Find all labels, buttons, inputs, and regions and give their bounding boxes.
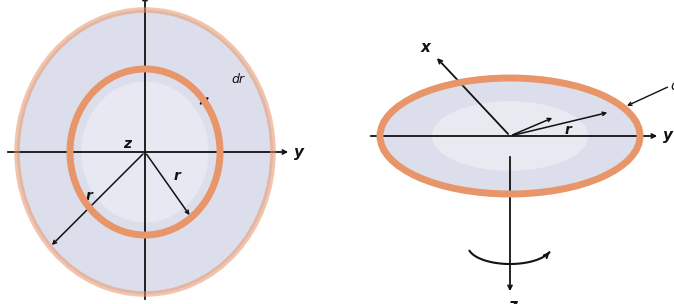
Ellipse shape <box>17 10 273 294</box>
Text: r: r <box>174 169 181 183</box>
Text: r: r <box>86 188 93 202</box>
Ellipse shape <box>380 78 640 194</box>
Text: dm: dm <box>670 79 674 93</box>
Text: y: y <box>294 144 304 160</box>
Text: y: y <box>663 129 673 143</box>
Text: x: x <box>421 40 431 56</box>
Ellipse shape <box>82 81 209 223</box>
Text: z: z <box>123 137 131 151</box>
Text: r: r <box>565 123 572 137</box>
Text: z: z <box>509 299 518 304</box>
Ellipse shape <box>432 101 588 171</box>
Text: dr: dr <box>232 73 245 86</box>
